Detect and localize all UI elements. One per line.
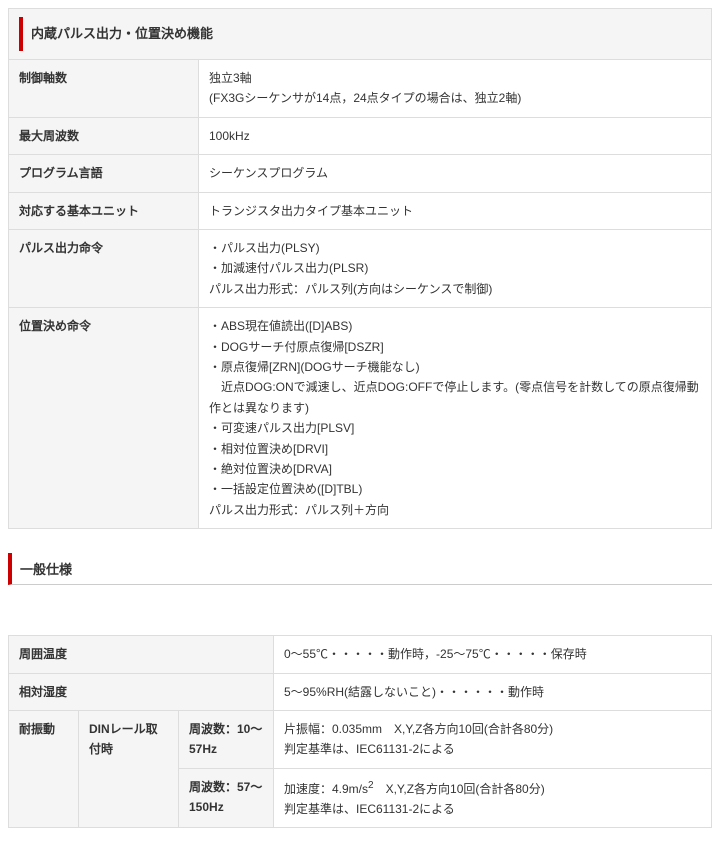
max-freq-value: 100kHz [199, 117, 712, 154]
vibration-freq2-pre: 加速度：4.9m/s [284, 782, 368, 796]
section2-title: 一般仕様 [8, 553, 712, 585]
vibration-freq2-value: 加速度：4.9m/s2 X,Y,Z各方向10回(合計各80分)判定基準は、IEC… [274, 768, 712, 828]
vibration-freq1-label: 周波数：10～57Hz [179, 710, 274, 768]
prog-lang-value: シーケンスプログラム [199, 155, 712, 192]
ambient-temp-value: 0～55℃・・・・・動作時，-25～75℃・・・・・保存時 [274, 636, 712, 673]
control-axes-value: 独立3軸(FX3Gシーケンサが14点，24点タイプの場合は、独立2軸) [199, 60, 712, 118]
max-freq-label: 最大周波数 [9, 117, 199, 154]
rel-humidity-label: 相対湿度 [9, 673, 274, 710]
vibration-freq1-value: 片振幅：0.035mm X,Y,Z各方向10回(合計各80分)判定基準は、IEC… [274, 710, 712, 768]
section1-title: 内蔵パルス出力・位置決め機能 [19, 17, 701, 51]
pos-cmd-label: 位置決め命令 [9, 308, 199, 529]
pulse-positioning-table: 内蔵パルス出力・位置決め機能 制御軸数 独立3軸(FX3Gシーケンサが14点，2… [8, 8, 712, 529]
vibration-freq2-label: 周波数：57～150Hz [179, 768, 274, 828]
vibration-sub-label: DINレール取付時 [79, 710, 179, 828]
prog-lang-label: プログラム言語 [9, 155, 199, 192]
pulse-out-value: ・パルス出力(PLSY)・加減速付パルス出力(PLSR)パルス出力形式：パルス列… [199, 230, 712, 308]
base-unit-value: トランジスタ出力タイプ基本ユニット [199, 192, 712, 229]
ambient-temp-label: 周囲温度 [9, 636, 274, 673]
base-unit-label: 対応する基本ユニット [9, 192, 199, 229]
section-gap [8, 585, 712, 635]
rel-humidity-value: 5～95%RH(結露しないこと)・・・・・・動作時 [274, 673, 712, 710]
vibration-label: 耐振動 [9, 710, 79, 828]
pos-cmd-value: ・ABS現在値読出([D]ABS)・DOGサーチ付原点復帰[DSZR]・原点復帰… [199, 308, 712, 529]
pulse-out-label: パルス出力命令 [9, 230, 199, 308]
general-spec-table: 周囲温度 0～55℃・・・・・動作時，-25～75℃・・・・・保存時 相対湿度 … [8, 635, 712, 828]
control-axes-label: 制御軸数 [9, 60, 199, 118]
